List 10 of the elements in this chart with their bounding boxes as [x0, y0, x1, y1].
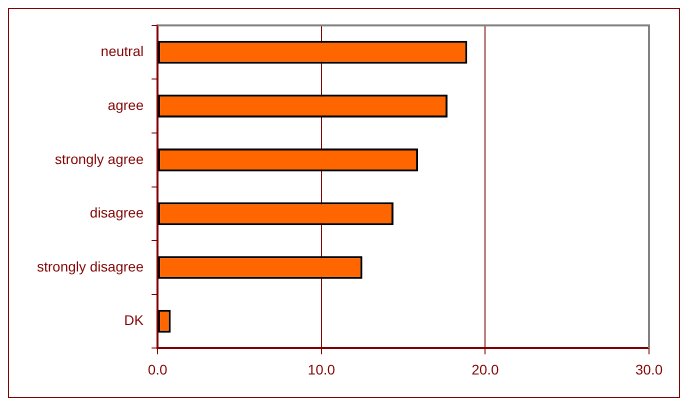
- y-tick-label: strongly disagree: [36, 258, 144, 274]
- x-tick-label: 30.0: [635, 361, 663, 378]
- y-tick-label: strongly agree: [54, 150, 144, 167]
- y-tick-label: disagree: [90, 204, 144, 221]
- y-tick-label: DK: [124, 312, 144, 328]
- y-tick-label: neutral: [100, 43, 144, 60]
- y-tick-label: agree: [108, 96, 144, 113]
- x-tick-label: 10.0: [308, 361, 336, 378]
- x-tick-label: 0.0: [148, 361, 168, 378]
- x-tick-label: 20.0: [472, 361, 500, 378]
